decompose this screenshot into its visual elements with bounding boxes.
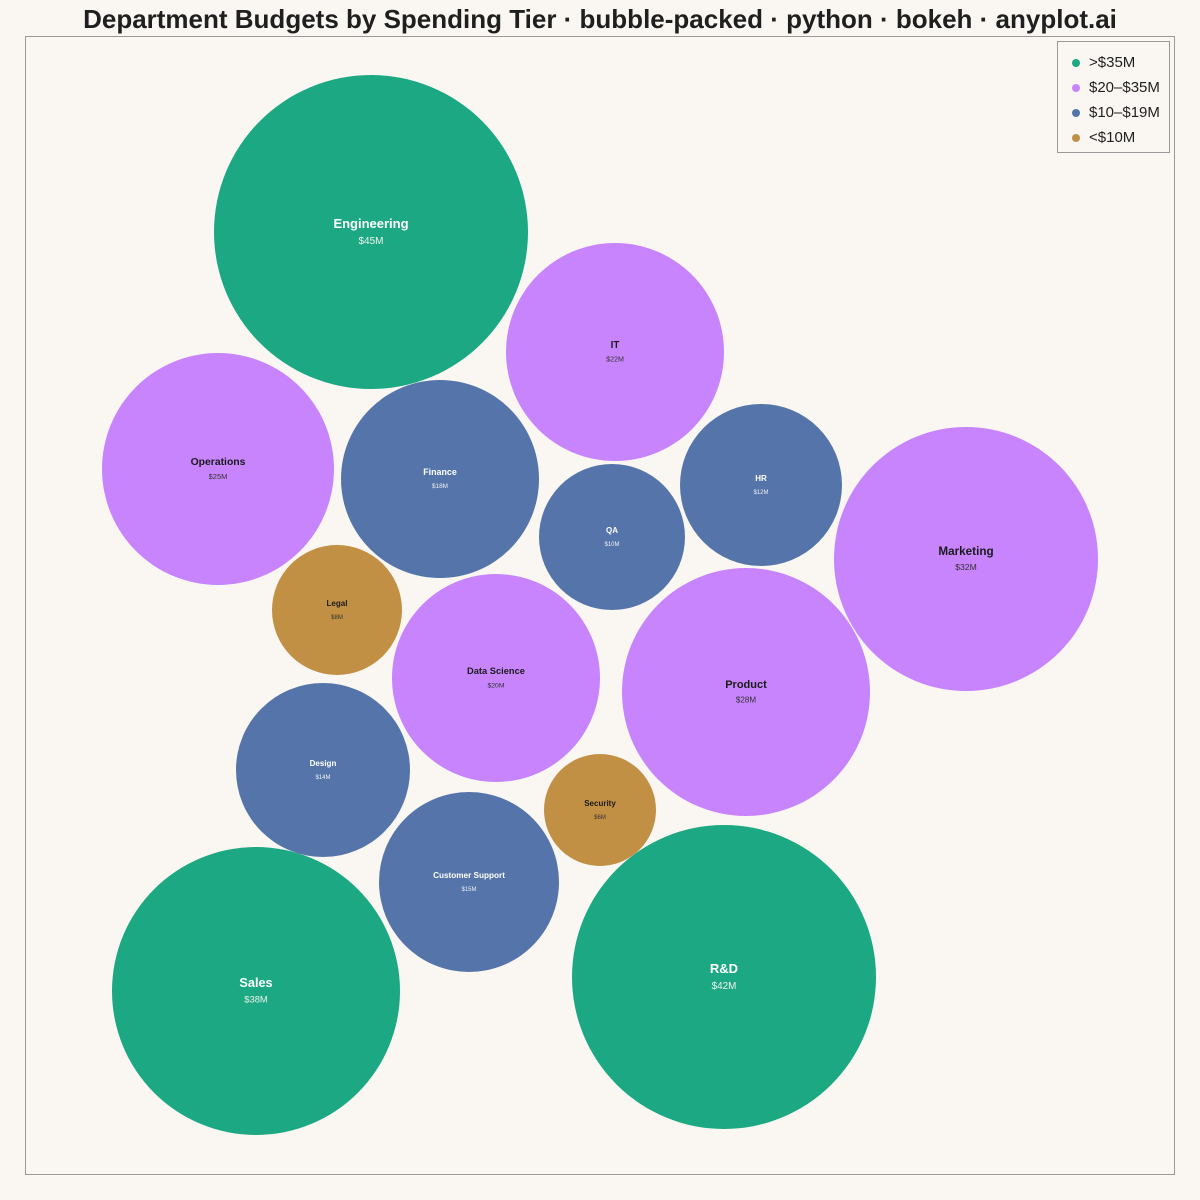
bubble-label: Operations	[191, 457, 246, 468]
bubble-value-label: $18M	[432, 483, 448, 490]
bubble-circle	[236, 683, 410, 857]
legend-swatch-icon	[1072, 133, 1080, 142]
bubble-value-label: $25M	[209, 472, 228, 481]
bubble-legal[interactable]: Legal $8M	[272, 545, 402, 675]
bubble-value-label: $10M	[604, 542, 619, 548]
bubble-label: Security	[584, 799, 616, 808]
legend-item-tier-4[interactable]: <$10M	[1058, 125, 1169, 150]
legend-label: $20–$35M	[1089, 79, 1160, 96]
bubble-design[interactable]: Design $14M	[236, 683, 410, 857]
bubble-value-label: $45M	[358, 236, 383, 247]
bubble-circle	[506, 243, 724, 461]
bubble-label: Customer Support	[433, 871, 505, 880]
bubble-label: Sales	[239, 976, 272, 990]
bubble-value-label: $6M	[594, 815, 606, 821]
bubble-data-science[interactable]: Data Science $20M	[392, 574, 600, 782]
legend-label: <$10M	[1089, 129, 1136, 146]
bubble-operations[interactable]: Operations $25M	[102, 353, 334, 585]
bubble-value-label: $12M	[753, 490, 768, 496]
bubble-finance[interactable]: Finance $18M	[341, 380, 539, 578]
bubble-label: Engineering	[333, 216, 408, 231]
bubble-label: Data Science	[467, 666, 525, 676]
bubble-circle	[214, 75, 528, 389]
bubble-circle	[544, 754, 656, 866]
bubble-label: R&D	[710, 961, 738, 976]
bubble-label: Finance	[423, 467, 457, 477]
bubble-label: IT	[611, 340, 620, 351]
bubble-label: Marketing	[938, 545, 993, 558]
legend-swatch-icon	[1072, 108, 1080, 117]
bubble-value-label: $42M	[712, 981, 737, 992]
bubble-value-label: $20M	[487, 682, 504, 689]
bubble-circle	[539, 464, 685, 610]
bubble-customer-support[interactable]: Customer Support $15M	[379, 792, 559, 972]
bubble-label: Legal	[327, 599, 348, 608]
legend-label: >$35M	[1089, 54, 1136, 71]
bubble-circle	[622, 568, 870, 816]
bubble-engineering[interactable]: Engineering $45M	[214, 75, 528, 389]
bubble-product[interactable]: Product $28M	[622, 568, 870, 816]
bubble-value-label: $15M	[461, 887, 476, 893]
bubble-circle	[102, 353, 334, 585]
bubble-value-label: $38M	[244, 993, 268, 1004]
bubble-circle	[392, 574, 600, 782]
bubble-value-label: $8M	[331, 615, 343, 621]
page-title: Department Budgets by Spending Tier · bu…	[83, 4, 1117, 34]
bubble-circle	[272, 545, 402, 675]
bubble-value-label: $22M	[606, 356, 624, 364]
legend-item-tier-2[interactable]: $20–$35M	[1058, 75, 1169, 100]
legend: >$35M $20–$35M $10–$19M <$10M	[1057, 41, 1170, 153]
bubble-label: Product	[725, 679, 767, 691]
bubble-hr[interactable]: HR $12M	[680, 404, 842, 566]
bubble-label: HR	[755, 474, 767, 483]
bubble-circle	[379, 792, 559, 972]
bubble-security[interactable]: Security $6M	[544, 754, 656, 866]
bubble-circle	[112, 847, 400, 1135]
bubble-marketing[interactable]: Marketing $32M	[834, 427, 1098, 691]
bubble-label: QA	[606, 526, 618, 535]
legend-swatch-icon	[1072, 58, 1080, 67]
legend-item-tier-1[interactable]: >$35M	[1058, 50, 1169, 75]
bubble-circle	[572, 825, 876, 1129]
bubble-it[interactable]: IT $22M	[506, 243, 724, 461]
bubble-value-label: $32M	[955, 562, 977, 572]
bubble-r-d[interactable]: R&D $42M	[572, 825, 876, 1129]
bubble-circle	[834, 427, 1098, 691]
bubble-label: Design	[310, 759, 337, 768]
bubble-circle	[680, 404, 842, 566]
bubble-sales[interactable]: Sales $38M	[112, 847, 400, 1135]
legend-label: $10–$19M	[1089, 104, 1160, 121]
bubble-circle	[341, 380, 539, 578]
bubble-value-label: $28M	[736, 695, 757, 704]
bubble-qa[interactable]: QA $10M	[539, 464, 685, 610]
legend-swatch-icon	[1072, 83, 1080, 92]
legend-item-tier-3[interactable]: $10–$19M	[1058, 100, 1169, 125]
plot-area	[25, 36, 1175, 1175]
bubble-value-label: $14M	[315, 775, 330, 781]
